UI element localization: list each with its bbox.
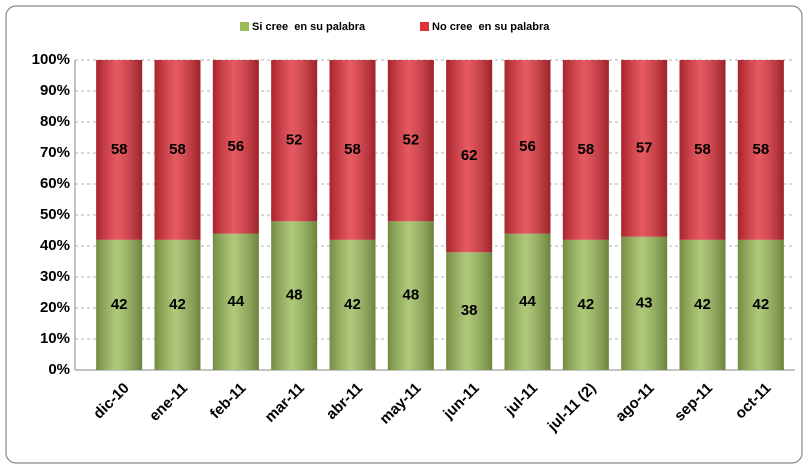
bar-shine xyxy=(329,239,376,370)
bar-shine xyxy=(271,60,318,222)
bar-shine xyxy=(212,233,259,370)
bar-shine xyxy=(504,60,551,234)
data-label: 43 xyxy=(636,294,653,311)
bar-shine xyxy=(737,239,784,370)
legend-swatch xyxy=(420,22,429,31)
data-label: 58 xyxy=(111,141,128,158)
data-label: 48 xyxy=(402,287,419,304)
data-label: 62 xyxy=(461,147,478,164)
bar-shine xyxy=(96,239,143,370)
data-label: 48 xyxy=(286,287,303,304)
bar-shine xyxy=(446,60,493,253)
data-label: 52 xyxy=(286,132,303,149)
bar-shine xyxy=(154,239,201,370)
data-label: 56 xyxy=(227,138,244,155)
bar-shine xyxy=(387,221,434,370)
data-label: 42 xyxy=(752,296,769,313)
data-label: 42 xyxy=(111,296,128,313)
bar-shine xyxy=(387,60,434,222)
data-label: 58 xyxy=(577,141,594,158)
data-label: 42 xyxy=(694,296,711,313)
data-label: 58 xyxy=(169,141,186,158)
data-label: 44 xyxy=(227,293,244,310)
bar-shine xyxy=(446,252,493,370)
bar-shine xyxy=(562,60,609,240)
data-label: 56 xyxy=(519,138,536,155)
bar-shine xyxy=(621,60,668,237)
legend-swatch xyxy=(240,22,249,31)
y-tick-label: 10% xyxy=(40,330,70,347)
data-label: 42 xyxy=(577,296,594,313)
y-tick-label: 40% xyxy=(40,237,70,254)
data-label: 58 xyxy=(344,141,361,158)
y-tick-label: 70% xyxy=(40,144,70,161)
data-label: 42 xyxy=(344,296,361,313)
bar-shine xyxy=(679,239,726,370)
data-label: 57 xyxy=(636,139,653,156)
data-label: 42 xyxy=(169,296,186,313)
data-label: 58 xyxy=(752,141,769,158)
legend-label: No cree en su palabra xyxy=(432,21,550,33)
bar-shine xyxy=(562,239,609,370)
bar-shine xyxy=(621,236,668,370)
y-tick-label: 0% xyxy=(48,361,70,378)
legend-label: Si cree en su palabra xyxy=(252,21,366,33)
bar-shine xyxy=(212,60,259,234)
bar-shine xyxy=(679,60,726,240)
y-tick-label: 100% xyxy=(32,51,70,68)
y-tick-label: 60% xyxy=(40,175,70,192)
y-tick-label: 50% xyxy=(40,206,70,223)
y-tick-label: 30% xyxy=(40,268,70,285)
data-label: 58 xyxy=(694,141,711,158)
y-tick-label: 90% xyxy=(40,82,70,99)
bar-shine xyxy=(154,60,201,240)
bar-shine xyxy=(96,60,143,240)
data-label: 52 xyxy=(402,132,419,149)
bar-shine xyxy=(329,60,376,240)
y-tick-label: 80% xyxy=(40,113,70,130)
bar-shine xyxy=(504,233,551,370)
y-tick-label: 20% xyxy=(40,299,70,316)
data-label: 44 xyxy=(519,293,536,310)
bar-shine xyxy=(271,221,318,370)
data-label: 38 xyxy=(461,302,478,319)
bar-shine xyxy=(737,60,784,240)
